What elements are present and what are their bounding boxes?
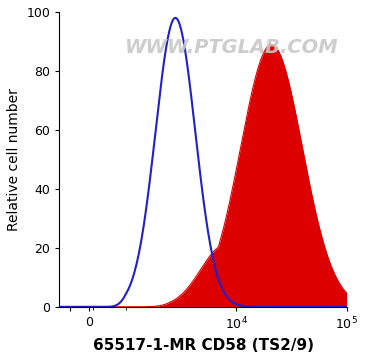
X-axis label: 65517-1-MR CD58 (TS2/9): 65517-1-MR CD58 (TS2/9) [92, 338, 314, 353]
Text: WWW.PTGLAB.COM: WWW.PTGLAB.COM [125, 38, 339, 57]
Y-axis label: Relative cell number: Relative cell number [7, 88, 21, 231]
